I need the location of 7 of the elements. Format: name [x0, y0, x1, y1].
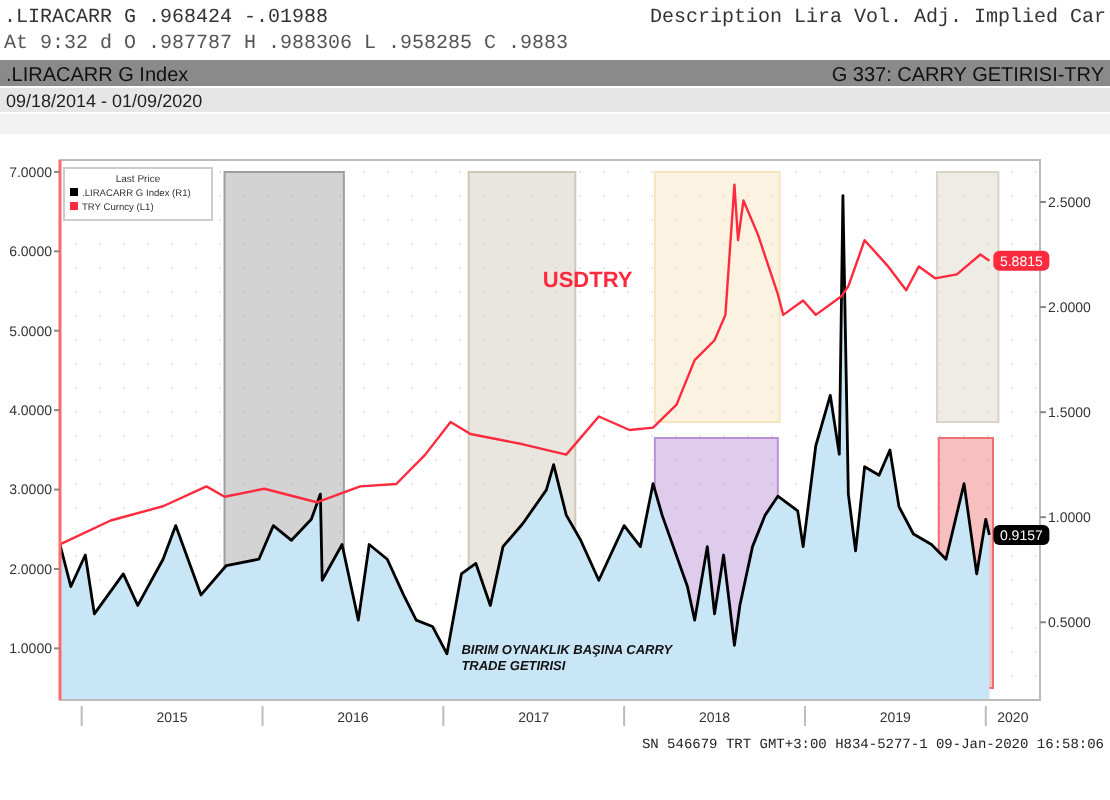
text: At 9:32 d O .987787 H .988306 L .958285 C .9883 — [4, 32, 569, 56]
text: Description Lira Vol. Adj. Implied Car — [649, 6, 1106, 30]
chart-subtitle: .LIRACARR G Index — [6, 65, 189, 87]
text: 09/18/2014 - 01/09/2020 — [6, 91, 203, 111]
annotation: USDTRY — [542, 269, 634, 294]
chart-title: G 337: CARRY GETIRISI-TRY — [831, 65, 1105, 87]
text: .LIRACARR G .968424 -.01988 — [4, 8, 329, 30]
